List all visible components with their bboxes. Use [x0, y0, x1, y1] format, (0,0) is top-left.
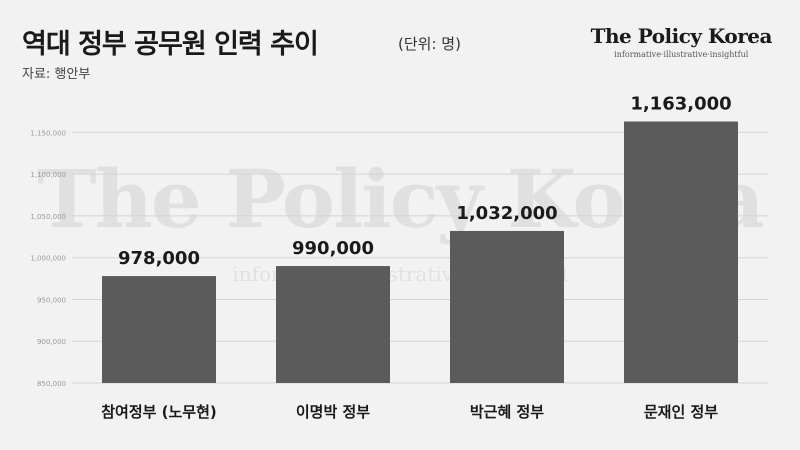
bar — [276, 266, 390, 383]
brand-name: The Policy Korea — [590, 24, 773, 48]
y-tick-label: 1,000,000 — [30, 255, 66, 263]
x-category-label: 박근혜 정부 — [470, 403, 544, 421]
y-tick-label: 1,150,000 — [30, 129, 66, 137]
bar — [450, 230, 564, 383]
brand-tagline: informative·illustrative·insightful — [614, 50, 749, 59]
y-tick-label: 900,000 — [37, 338, 66, 346]
y-tick-label: 1,050,000 — [30, 213, 66, 221]
y-tick-label: 850,000 — [37, 380, 66, 388]
x-category-label: 문재인 정부 — [644, 403, 718, 421]
unit-label: (단위: 명) — [398, 35, 461, 53]
brand-logo: The Policy Korea informative·illustrativ… — [590, 24, 773, 59]
chart-title: 역대 정부 공무원 인력 추이 — [22, 29, 319, 60]
bar-value-label: 978,000 — [118, 248, 200, 269]
source-label: 자료: 행안부 — [22, 67, 91, 82]
bar-value-label: 990,000 — [292, 238, 374, 259]
bar-value-label: 1,163,000 — [630, 94, 731, 115]
x-category-label: 참여정부 (노무현) — [101, 403, 217, 421]
bar-value-label: 1,032,000 — [456, 203, 557, 224]
bar — [102, 276, 216, 383]
y-tick-label: 950,000 — [37, 296, 66, 304]
bar — [624, 121, 738, 384]
x-category-label: 이명박 정부 — [296, 403, 370, 421]
y-tick-label: 1,100,000 — [30, 171, 66, 179]
